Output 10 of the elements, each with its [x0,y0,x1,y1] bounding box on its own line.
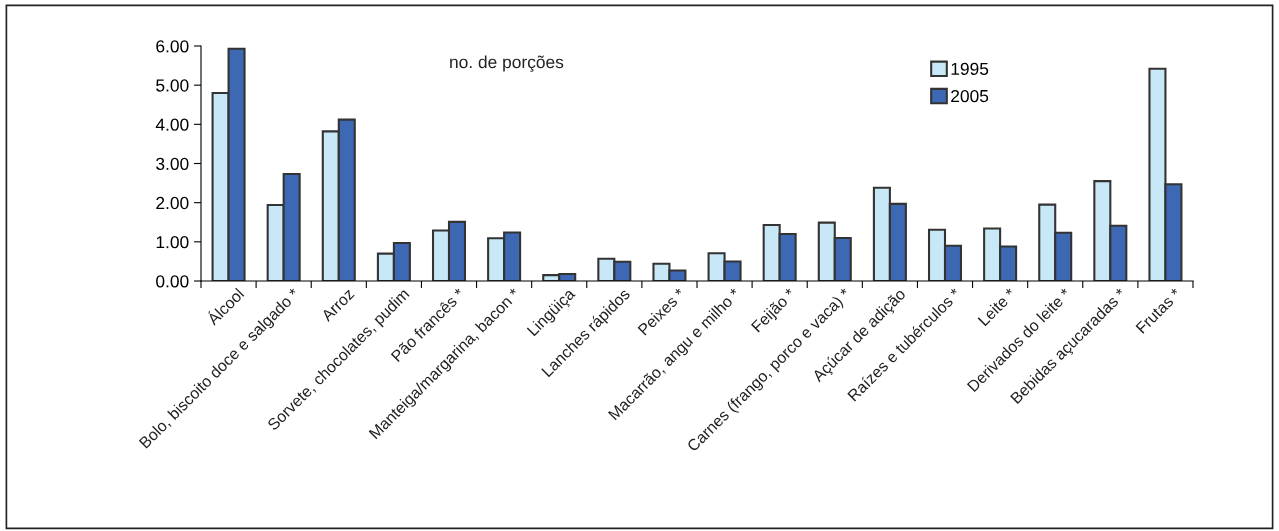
annotation: no. de porções [450,55,564,72]
y-tick-label: 5.00 [156,79,189,92]
y-tick-label: 1.00 [156,236,189,249]
y-tick-label: 3.00 [156,157,189,170]
y-tick-label: 4.00 [155,118,189,131]
y-tick-label: 2.00 [156,196,189,210]
legend-label: 1995 [951,62,989,75]
y-tick-label: 0.00 [156,275,189,288]
legend-label: 2005 [951,89,989,103]
y-tick-label: 6.00 [156,40,189,53]
